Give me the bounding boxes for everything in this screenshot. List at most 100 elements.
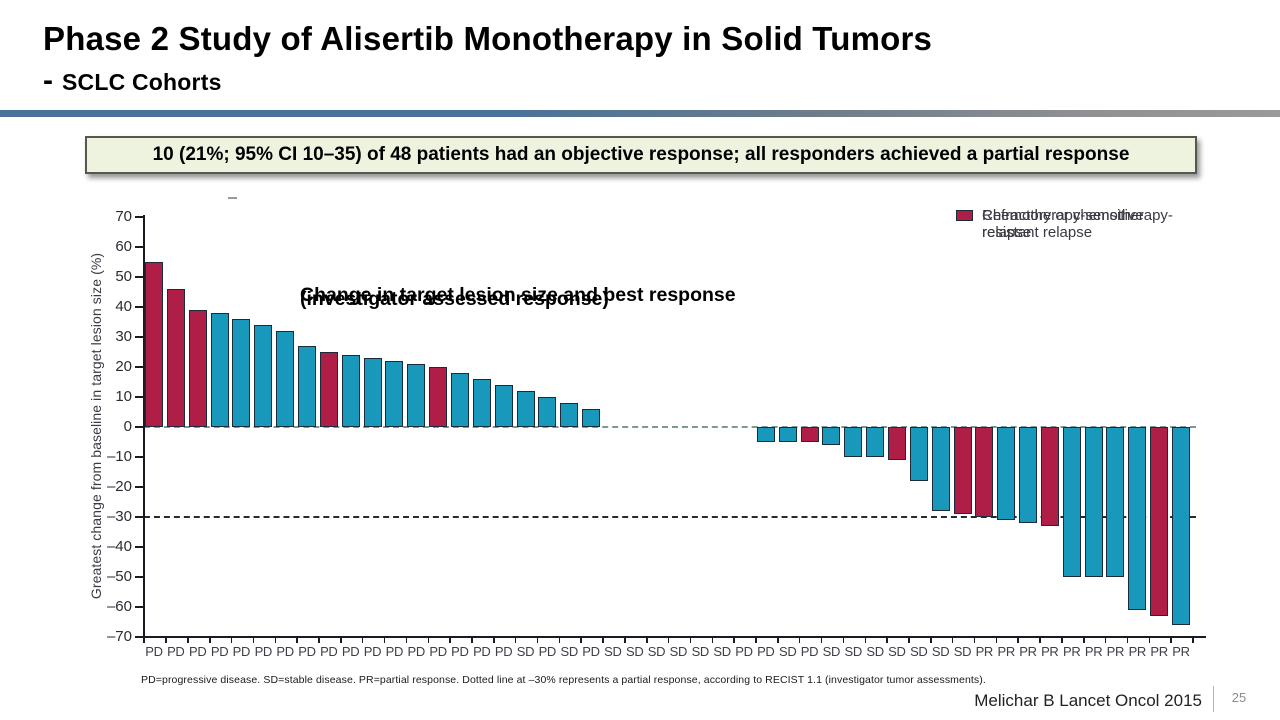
legend-label-refractory: Refractory or chemotherapy-resistant rel… xyxy=(982,207,1173,241)
x-axis-tick xyxy=(514,637,517,643)
x-label: PD xyxy=(145,644,163,659)
x-label: PD xyxy=(800,644,819,659)
bar xyxy=(232,319,251,427)
zero-reference-line xyxy=(144,426,1196,428)
x-label: PD xyxy=(232,644,251,659)
y-tick-label: 30 xyxy=(115,328,132,345)
bar xyxy=(560,403,579,427)
x-axis-tick xyxy=(1126,637,1129,643)
y-tick-label: 0 xyxy=(123,418,132,435)
bar xyxy=(385,361,404,427)
x-label: PR xyxy=(1150,644,1168,659)
x-axis-tick xyxy=(340,637,342,643)
x-axis-tick xyxy=(646,637,648,643)
bar xyxy=(931,427,950,511)
x-axis-tick xyxy=(908,637,910,643)
bar xyxy=(866,427,885,457)
y-tick-label: –30 xyxy=(106,508,132,525)
bar xyxy=(975,427,994,517)
x-axis-tick xyxy=(864,637,866,643)
y-tick-label: 10 xyxy=(115,388,132,405)
x-axis-tick xyxy=(930,637,932,643)
bar xyxy=(538,397,557,427)
x-axis-tick xyxy=(536,637,539,643)
legend-label-sensitive: Chemotherapy-sensitive relapse xyxy=(982,207,1144,241)
x-label: SD xyxy=(822,644,841,659)
x-label: SD xyxy=(560,644,578,659)
x-axis-tick xyxy=(427,637,429,643)
pr-threshold-line xyxy=(144,516,1196,518)
x-axis-tick xyxy=(230,637,233,643)
x-label: PD xyxy=(363,644,382,659)
x-label: PR xyxy=(1041,644,1059,659)
y-axis-tick xyxy=(135,606,143,608)
x-label: PD xyxy=(735,644,753,659)
bar xyxy=(844,427,863,457)
x-axis-tick xyxy=(667,637,670,643)
y-axis-tick xyxy=(135,456,143,458)
page-number: 25 xyxy=(1231,690,1247,705)
bar xyxy=(1062,427,1081,577)
x-axis-tick xyxy=(1083,637,1085,643)
y-tick-label: –20 xyxy=(106,478,132,495)
legend-swatch-refractory xyxy=(956,210,973,221)
legend-item-refractory: Refractory or chemotherapy-resistant rel… xyxy=(956,207,1197,241)
bar xyxy=(1106,427,1125,577)
bar xyxy=(450,373,469,427)
x-axis-tick xyxy=(951,637,954,643)
y-tick-label: 50 xyxy=(115,268,132,285)
title-divider-rule xyxy=(0,110,1280,117)
x-label: PD xyxy=(451,644,469,659)
x-axis-tick xyxy=(1192,637,1194,643)
y-tick-label: 40 xyxy=(115,298,132,315)
bar xyxy=(298,346,316,427)
y-axis-tick xyxy=(135,366,143,368)
x-label: SD xyxy=(647,644,666,659)
x-label: SD xyxy=(953,644,972,659)
y-axis-tick xyxy=(135,336,143,338)
x-label: SD xyxy=(691,644,710,659)
bar xyxy=(254,325,273,427)
bar xyxy=(188,310,207,427)
x-label: PR xyxy=(1172,644,1190,659)
y-axis-tick xyxy=(135,306,143,308)
x-axis-tick xyxy=(842,637,845,643)
x-label: SD xyxy=(866,644,884,659)
bar xyxy=(1084,427,1103,577)
x-label: SD xyxy=(669,644,688,659)
x-label: SD xyxy=(625,644,644,659)
x-label: PD xyxy=(757,644,775,659)
x-axis-tick xyxy=(733,637,735,643)
x-axis-tick xyxy=(143,637,145,643)
x-axis-tick xyxy=(449,637,451,643)
y-axis-tick xyxy=(135,516,143,518)
y-axis-tick xyxy=(135,216,143,218)
x-label: SD xyxy=(931,644,950,659)
bar xyxy=(319,352,338,427)
x-label: SD xyxy=(888,644,906,659)
y-axis-tick xyxy=(135,636,143,638)
bar xyxy=(145,262,163,427)
x-axis-tick xyxy=(165,637,167,643)
bar xyxy=(1128,427,1147,610)
x-label: PD xyxy=(407,644,425,659)
x-axis-tick xyxy=(624,637,626,643)
x-axis-tick xyxy=(1148,637,1150,643)
bar xyxy=(341,355,360,427)
x-axis-tick xyxy=(755,637,757,643)
x-axis-tick xyxy=(798,637,801,643)
bar xyxy=(997,427,1016,520)
bar xyxy=(1019,427,1037,523)
y-axis-tick xyxy=(135,396,143,398)
x-axis-tick xyxy=(405,637,408,643)
x-label: PR xyxy=(1062,644,1081,659)
citation: Melichar B Lancet Oncol 2015 xyxy=(974,691,1202,710)
stray-mark xyxy=(228,197,237,199)
y-axis-line xyxy=(143,215,145,638)
bar xyxy=(363,358,382,427)
bar xyxy=(756,427,775,442)
x-axis-tick xyxy=(1017,637,1019,643)
bar xyxy=(822,427,841,445)
x-label: PD xyxy=(341,644,360,659)
